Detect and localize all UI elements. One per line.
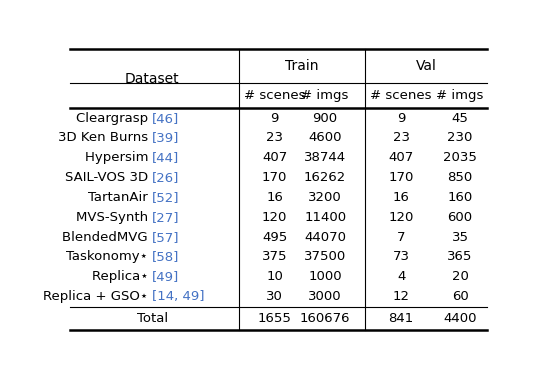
Text: 44070: 44070 [304, 230, 346, 244]
Text: 2035: 2035 [443, 151, 477, 164]
Text: Val: Val [416, 59, 437, 73]
Text: [14, 49]: [14, 49] [152, 290, 205, 303]
Text: Total: Total [137, 312, 168, 325]
Text: Hypersim: Hypersim [84, 151, 152, 164]
Text: 160: 160 [448, 191, 473, 204]
Text: # scenes: # scenes [370, 89, 432, 102]
Text: SAIL-VOS 3D: SAIL-VOS 3D [65, 171, 152, 184]
Text: Taskonomy⋆: Taskonomy⋆ [66, 250, 152, 264]
Text: 9: 9 [397, 112, 405, 125]
Text: 4600: 4600 [308, 132, 342, 144]
Text: 3200: 3200 [308, 191, 342, 204]
Text: [58]: [58] [152, 250, 180, 264]
Text: BlendedMVG: BlendedMVG [63, 230, 152, 244]
Text: 4400: 4400 [443, 312, 477, 325]
Text: Cleargrasp: Cleargrasp [76, 112, 152, 125]
Text: 120: 120 [388, 211, 414, 224]
Text: [49]: [49] [152, 270, 180, 283]
Text: 841: 841 [388, 312, 413, 325]
Text: 45: 45 [452, 112, 468, 125]
Text: 407: 407 [262, 151, 287, 164]
Text: 375: 375 [262, 250, 287, 264]
Text: 16262: 16262 [304, 171, 347, 184]
Text: 1000: 1000 [308, 270, 342, 283]
Text: Replica + GSO⋆: Replica + GSO⋆ [43, 290, 152, 303]
Text: 230: 230 [447, 132, 473, 144]
Text: 160676: 160676 [300, 312, 350, 325]
Text: [26]: [26] [152, 171, 180, 184]
Text: 10: 10 [266, 270, 283, 283]
Text: 900: 900 [313, 112, 338, 125]
Text: 12: 12 [393, 290, 410, 303]
Text: 600: 600 [448, 211, 473, 224]
Text: 495: 495 [262, 230, 287, 244]
Text: [44]: [44] [152, 151, 180, 164]
Text: 407: 407 [388, 151, 413, 164]
Text: 1655: 1655 [258, 312, 292, 325]
Text: # imgs: # imgs [436, 89, 484, 102]
Text: # scenes: # scenes [244, 89, 305, 102]
Text: [46]: [46] [152, 112, 180, 125]
Text: Train: Train [285, 59, 319, 73]
Text: 73: 73 [393, 250, 410, 264]
Text: 7: 7 [397, 230, 405, 244]
Text: 850: 850 [448, 171, 473, 184]
Text: 35: 35 [452, 230, 468, 244]
Text: 16: 16 [393, 191, 410, 204]
Text: MVS-Synth: MVS-Synth [76, 211, 152, 224]
Text: 38744: 38744 [304, 151, 346, 164]
Text: 60: 60 [452, 290, 468, 303]
Text: 23: 23 [266, 132, 283, 144]
Text: [39]: [39] [152, 132, 180, 144]
Text: 20: 20 [452, 270, 468, 283]
Text: 170: 170 [262, 171, 287, 184]
Text: [27]: [27] [152, 211, 180, 224]
Text: [57]: [57] [152, 230, 180, 244]
Text: 9: 9 [270, 112, 279, 125]
Text: TartanAir: TartanAir [88, 191, 152, 204]
Text: 3D Ken Burns: 3D Ken Burns [58, 132, 152, 144]
Text: 11400: 11400 [304, 211, 346, 224]
Text: 30: 30 [266, 290, 283, 303]
Text: Dataset: Dataset [125, 72, 180, 86]
Text: 23: 23 [393, 132, 410, 144]
Text: 3000: 3000 [308, 290, 342, 303]
Text: 170: 170 [388, 171, 414, 184]
Text: 120: 120 [262, 211, 287, 224]
Text: 4: 4 [397, 270, 405, 283]
Text: 16: 16 [266, 191, 283, 204]
Text: # imgs: # imgs [301, 89, 349, 102]
Text: 365: 365 [447, 250, 473, 264]
Text: [52]: [52] [152, 191, 180, 204]
Text: Replica⋆: Replica⋆ [91, 270, 152, 283]
Text: 37500: 37500 [304, 250, 347, 264]
